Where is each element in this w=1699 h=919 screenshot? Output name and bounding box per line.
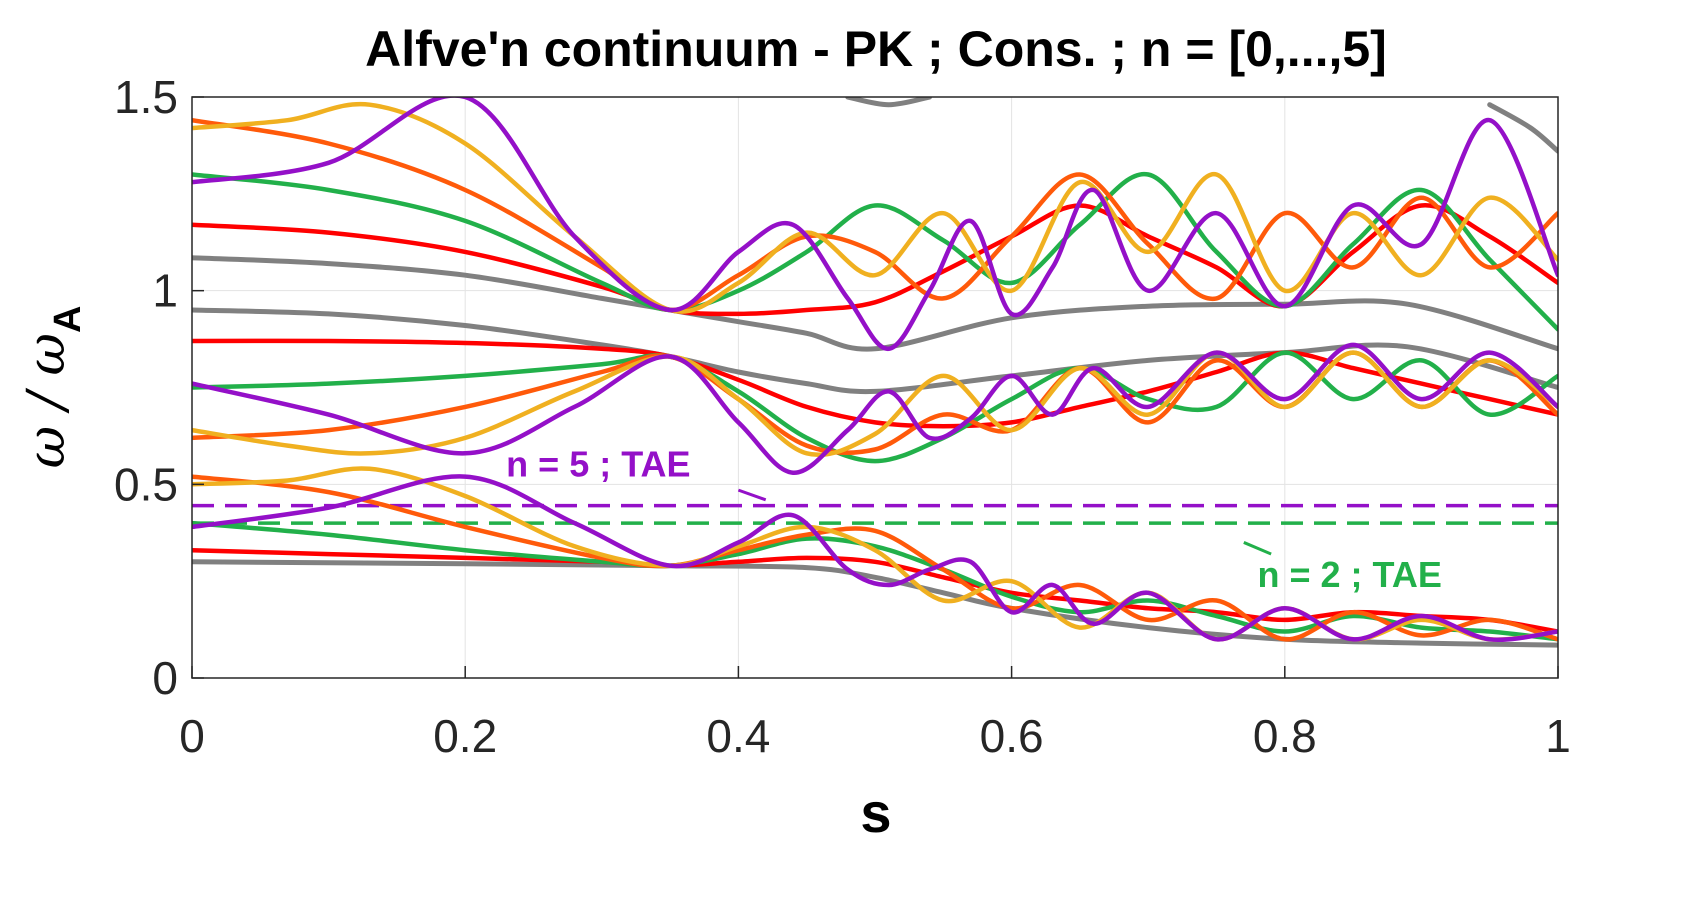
continuum-curve	[192, 474, 1558, 642]
x-axis-label: s	[860, 781, 891, 844]
continuum-curve	[192, 350, 1558, 457]
continuum-curve	[192, 203, 1558, 317]
annotation-label: n = 5 ; TAE	[506, 444, 690, 485]
annotation-pointer	[1243, 541, 1272, 556]
continuum-curve	[192, 559, 1558, 648]
series-n-0	[192, 97, 1558, 648]
y-tick-label: 0	[152, 652, 178, 704]
continuum-curve	[192, 101, 1558, 314]
axis-ticks: 0 0.2 0.4 0.6 0.8 1 0 0.5 1 1.5	[114, 71, 1571, 762]
y-axis-label: ω / ωA	[17, 306, 89, 469]
y-axis-label-subscript: A	[47, 306, 89, 333]
x-tick-label: 0.4	[706, 710, 770, 762]
continuum-curve	[845, 97, 933, 108]
plot-box	[191, 96, 1559, 679]
continuum-curve	[192, 474, 1558, 642]
continuum-curve	[192, 117, 1558, 313]
x-tick-label: 1	[1545, 710, 1571, 762]
continuum-curve	[192, 97, 1558, 352]
series-n-5	[192, 97, 1558, 642]
y-tick-label: 1.5	[114, 71, 178, 123]
x-tick-label: 0.6	[980, 710, 1044, 762]
continuum-series	[192, 97, 1558, 648]
annotation-label: n = 2 ; TAE	[1257, 554, 1441, 595]
x-tick-label: 0.8	[1253, 710, 1317, 762]
y-tick-label: 0.5	[114, 458, 178, 510]
annotation-pointer	[737, 488, 767, 502]
x-tick-label: 0	[179, 710, 205, 762]
x-tick-label: 0.2	[433, 710, 497, 762]
continuum-curve	[192, 307, 1558, 395]
continuum-curve	[192, 172, 1558, 332]
tae-reference-lines	[192, 503, 1558, 525]
y-tick-label: 1	[152, 265, 178, 317]
y-axis-label-main: ω / ω	[17, 333, 77, 468]
annotations: n = 5 ; TAE n = 2 ; TAE	[506, 444, 1442, 595]
chart-title: Alfve'n continuum - PK ; Cons. ; n = [0,…	[365, 21, 1387, 77]
continuum-curve	[1487, 102, 1558, 154]
continuum-curve	[192, 338, 1558, 429]
continuum-curve	[192, 342, 1558, 475]
continuum-curve	[192, 255, 1558, 352]
